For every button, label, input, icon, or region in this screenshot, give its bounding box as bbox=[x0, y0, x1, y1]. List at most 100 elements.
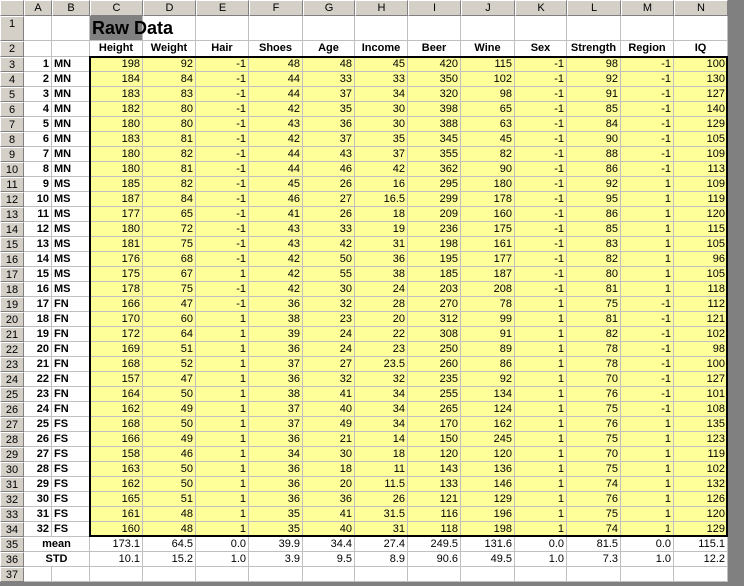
value-cell[interactable]: 92 bbox=[461, 372, 515, 387]
cell[interactable] bbox=[567, 16, 621, 41]
value-cell[interactable]: 130 bbox=[674, 72, 728, 87]
row-id[interactable]: 29 bbox=[24, 477, 52, 492]
group-label[interactable]: FS bbox=[52, 462, 90, 477]
value-cell[interactable]: 38 bbox=[355, 267, 408, 282]
value-cell[interactable]: -1 bbox=[515, 87, 567, 102]
value-cell[interactable]: 1 bbox=[515, 387, 567, 402]
value-cell[interactable]: 36 bbox=[303, 492, 355, 507]
value-cell[interactable]: 109 bbox=[674, 147, 728, 162]
summary-value[interactable]: 249.5 bbox=[408, 537, 461, 552]
column-header[interactable]: E bbox=[196, 0, 249, 16]
value-cell[interactable]: -1 bbox=[515, 252, 567, 267]
cell[interactable] bbox=[674, 16, 728, 41]
column-label[interactable]: Height bbox=[90, 41, 143, 57]
value-cell[interactable]: 1 bbox=[196, 507, 249, 522]
value-cell[interactable]: 48 bbox=[143, 507, 196, 522]
column-header[interactable]: H bbox=[355, 0, 408, 16]
value-cell[interactable]: 92 bbox=[567, 72, 621, 87]
value-cell[interactable]: 22 bbox=[355, 327, 408, 342]
value-cell[interactable]: 124 bbox=[461, 402, 515, 417]
value-cell[interactable]: -1 bbox=[515, 192, 567, 207]
value-cell[interactable]: 270 bbox=[408, 297, 461, 312]
row-header[interactable]: 1 bbox=[0, 16, 24, 41]
value-cell[interactable]: 1 bbox=[196, 387, 249, 402]
value-cell[interactable]: 16.5 bbox=[355, 192, 408, 207]
value-cell[interactable]: 146 bbox=[461, 477, 515, 492]
value-cell[interactable]: 162 bbox=[90, 402, 143, 417]
summary-value[interactable]: 15.2 bbox=[143, 552, 196, 567]
row-header[interactable]: 31 bbox=[0, 477, 24, 492]
summary-value[interactable]: 90.6 bbox=[408, 552, 461, 567]
value-cell[interactable]: 78 bbox=[461, 297, 515, 312]
value-cell[interactable]: 63 bbox=[461, 117, 515, 132]
value-cell[interactable]: -1 bbox=[196, 297, 249, 312]
value-cell[interactable]: -1 bbox=[196, 117, 249, 132]
value-cell[interactable]: 170 bbox=[90, 312, 143, 327]
cell[interactable] bbox=[461, 567, 515, 582]
value-cell[interactable]: 32 bbox=[303, 372, 355, 387]
cell[interactable] bbox=[515, 567, 567, 582]
row-id[interactable]: 31 bbox=[24, 507, 52, 522]
group-label[interactable]: FS bbox=[52, 477, 90, 492]
cell[interactable] bbox=[303, 16, 355, 41]
value-cell[interactable]: 1 bbox=[621, 477, 674, 492]
value-cell[interactable]: -1 bbox=[515, 222, 567, 237]
value-cell[interactable]: 24 bbox=[303, 342, 355, 357]
value-cell[interactable]: 30 bbox=[355, 117, 408, 132]
value-cell[interactable]: 35 bbox=[303, 102, 355, 117]
value-cell[interactable]: 209 bbox=[408, 207, 461, 222]
value-cell[interactable]: -1 bbox=[621, 372, 674, 387]
row-header[interactable]: 10 bbox=[0, 162, 24, 177]
value-cell[interactable]: 36 bbox=[249, 297, 303, 312]
value-cell[interactable]: 185 bbox=[408, 267, 461, 282]
row-header[interactable]: 19 bbox=[0, 297, 24, 312]
value-cell[interactable]: 36 bbox=[249, 342, 303, 357]
value-cell[interactable]: 34 bbox=[355, 387, 408, 402]
value-cell[interactable]: 1 bbox=[196, 492, 249, 507]
value-cell[interactable]: 35 bbox=[249, 522, 303, 537]
row-header[interactable]: 28 bbox=[0, 432, 24, 447]
value-cell[interactable]: 82 bbox=[567, 252, 621, 267]
value-cell[interactable]: 32 bbox=[303, 297, 355, 312]
value-cell[interactable]: 85 bbox=[567, 102, 621, 117]
value-cell[interactable]: 1 bbox=[515, 432, 567, 447]
value-cell[interactable]: 180 bbox=[90, 147, 143, 162]
value-cell[interactable]: 40 bbox=[303, 522, 355, 537]
cell[interactable] bbox=[408, 16, 461, 41]
summary-value[interactable]: 1.0 bbox=[621, 552, 674, 567]
row-header[interactable]: 35 bbox=[0, 537, 24, 552]
column-label[interactable]: Wine bbox=[461, 41, 515, 57]
value-cell[interactable]: 43 bbox=[249, 117, 303, 132]
group-label[interactable]: MS bbox=[52, 222, 90, 237]
value-cell[interactable]: 18 bbox=[303, 462, 355, 477]
value-cell[interactable]: 84 bbox=[143, 72, 196, 87]
summary-value[interactable]: 0.0 bbox=[196, 537, 249, 552]
column-label[interactable]: IQ bbox=[674, 41, 728, 57]
value-cell[interactable]: 120 bbox=[674, 507, 728, 522]
row-header[interactable]: 12 bbox=[0, 192, 24, 207]
row-id[interactable]: 5 bbox=[24, 117, 52, 132]
value-cell[interactable]: 158 bbox=[90, 447, 143, 462]
value-cell[interactable]: 42 bbox=[303, 237, 355, 252]
value-cell[interactable]: 140 bbox=[674, 102, 728, 117]
cell[interactable] bbox=[355, 567, 408, 582]
summary-value[interactable]: 1.0 bbox=[196, 552, 249, 567]
value-cell[interactable]: 1 bbox=[515, 327, 567, 342]
value-cell[interactable]: 91 bbox=[567, 87, 621, 102]
value-cell[interactable]: 37 bbox=[249, 417, 303, 432]
value-cell[interactable]: 161 bbox=[90, 507, 143, 522]
value-cell[interactable]: 1 bbox=[196, 522, 249, 537]
value-cell[interactable]: 165 bbox=[90, 492, 143, 507]
value-cell[interactable]: 11.5 bbox=[355, 477, 408, 492]
value-cell[interactable]: 1 bbox=[515, 477, 567, 492]
value-cell[interactable]: 82 bbox=[567, 327, 621, 342]
value-cell[interactable]: 35 bbox=[249, 507, 303, 522]
value-cell[interactable]: 132 bbox=[674, 477, 728, 492]
value-cell[interactable]: -1 bbox=[196, 252, 249, 267]
value-cell[interactable]: 1 bbox=[621, 252, 674, 267]
value-cell[interactable]: 150 bbox=[408, 432, 461, 447]
value-cell[interactable]: 88 bbox=[567, 147, 621, 162]
value-cell[interactable]: 135 bbox=[674, 417, 728, 432]
value-cell[interactable]: 1 bbox=[515, 312, 567, 327]
value-cell[interactable]: 100 bbox=[674, 357, 728, 372]
